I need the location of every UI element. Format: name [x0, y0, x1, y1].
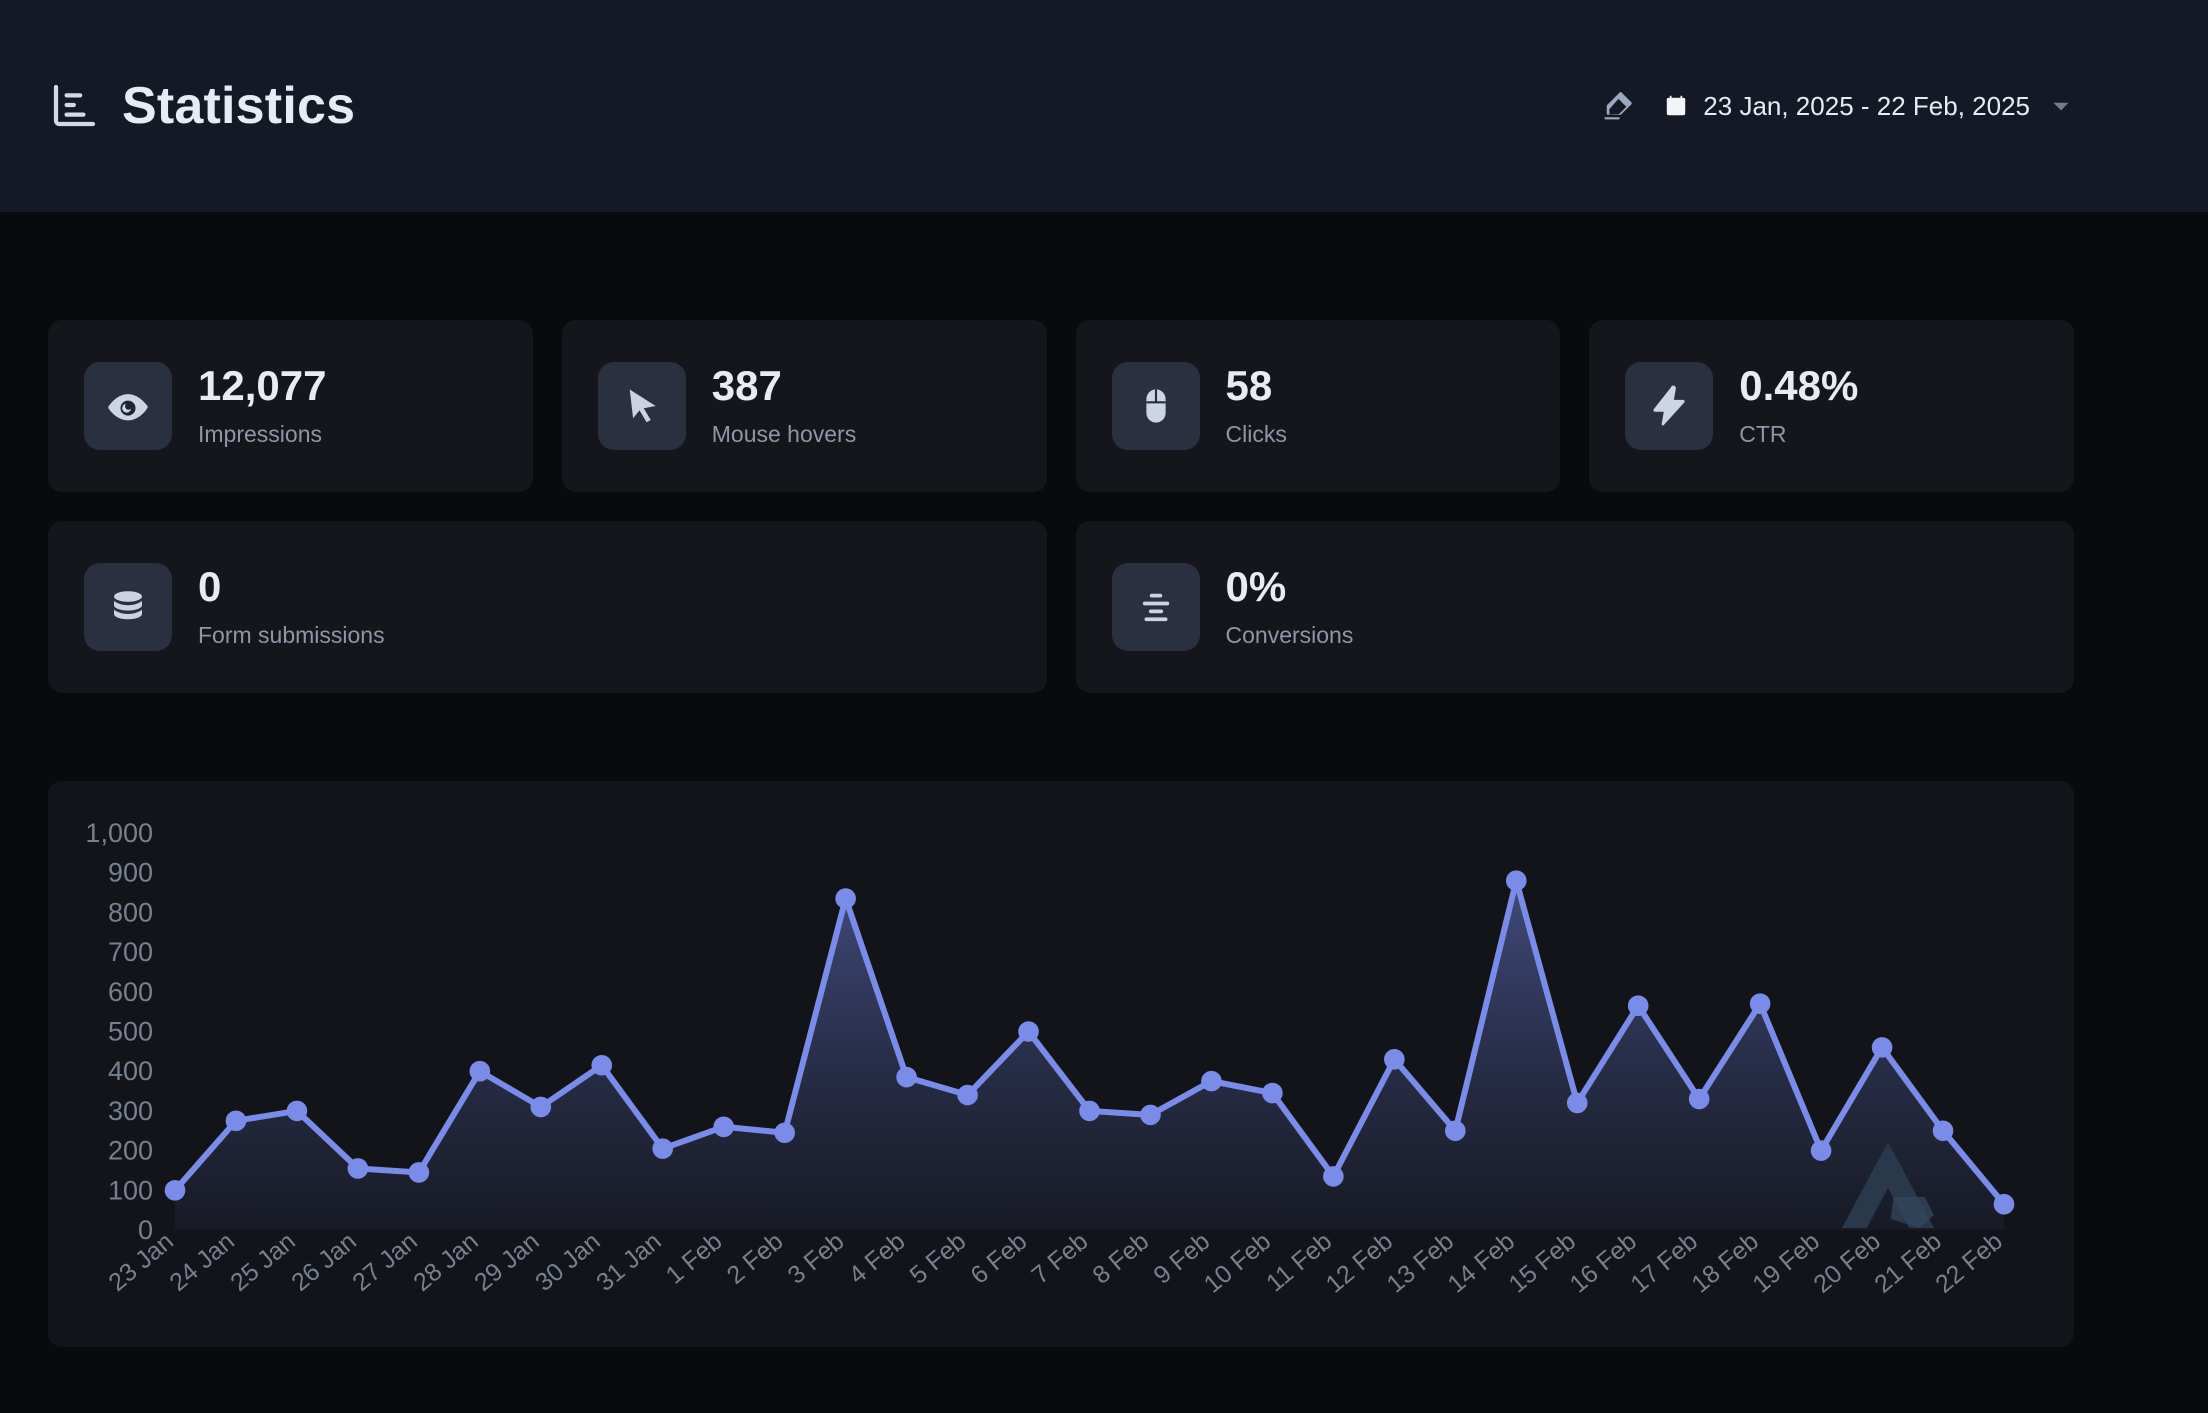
svg-text:15 Feb: 15 Feb	[1503, 1227, 1581, 1298]
svg-text:200: 200	[108, 1136, 153, 1166]
svg-text:26 Jan: 26 Jan	[286, 1227, 361, 1297]
svg-text:18 Feb: 18 Feb	[1686, 1227, 1764, 1298]
svg-text:24 Jan: 24 Jan	[164, 1227, 239, 1297]
svg-text:3 Feb: 3 Feb	[783, 1227, 850, 1290]
svg-text:900: 900	[108, 858, 153, 888]
svg-text:19 Feb: 19 Feb	[1747, 1227, 1825, 1298]
svg-text:2 Feb: 2 Feb	[722, 1227, 789, 1290]
svg-text:8 Feb: 8 Feb	[1087, 1227, 1154, 1290]
svg-text:11 Feb: 11 Feb	[1261, 1227, 1337, 1297]
svg-text:600: 600	[108, 977, 153, 1007]
svg-text:12 Feb: 12 Feb	[1321, 1227, 1399, 1298]
svg-text:30 Jan: 30 Jan	[530, 1227, 605, 1297]
svg-text:1,000: 1,000	[85, 818, 153, 848]
svg-text:700: 700	[108, 937, 153, 967]
svg-text:21 Feb: 21 Feb	[1869, 1227, 1947, 1298]
svg-text:29 Jan: 29 Jan	[469, 1227, 544, 1297]
svg-text:300: 300	[108, 1096, 153, 1126]
svg-text:16 Feb: 16 Feb	[1564, 1227, 1642, 1298]
svg-text:500: 500	[108, 1017, 153, 1047]
svg-text:13 Feb: 13 Feb	[1382, 1227, 1460, 1298]
svg-text:400: 400	[108, 1056, 153, 1086]
svg-text:22 Feb: 22 Feb	[1930, 1227, 2008, 1298]
svg-text:10 Feb: 10 Feb	[1199, 1227, 1277, 1298]
svg-text:100: 100	[108, 1175, 153, 1205]
svg-text:31 Jan: 31 Jan	[591, 1227, 666, 1297]
svg-text:7 Feb: 7 Feb	[1026, 1227, 1093, 1290]
svg-text:6 Feb: 6 Feb	[965, 1227, 1032, 1290]
svg-text:17 Feb: 17 Feb	[1625, 1227, 1703, 1298]
svg-text:14 Feb: 14 Feb	[1442, 1227, 1520, 1298]
svg-text:25 Jan: 25 Jan	[225, 1227, 300, 1297]
svg-text:800: 800	[108, 897, 153, 927]
svg-text:27 Jan: 27 Jan	[347, 1227, 422, 1297]
svg-text:1 Feb: 1 Feb	[661, 1227, 728, 1290]
svg-text:28 Jan: 28 Jan	[408, 1227, 483, 1297]
svg-text:5 Feb: 5 Feb	[904, 1227, 971, 1290]
svg-text:4 Feb: 4 Feb	[843, 1227, 910, 1290]
svg-text:20 Feb: 20 Feb	[1808, 1227, 1886, 1298]
